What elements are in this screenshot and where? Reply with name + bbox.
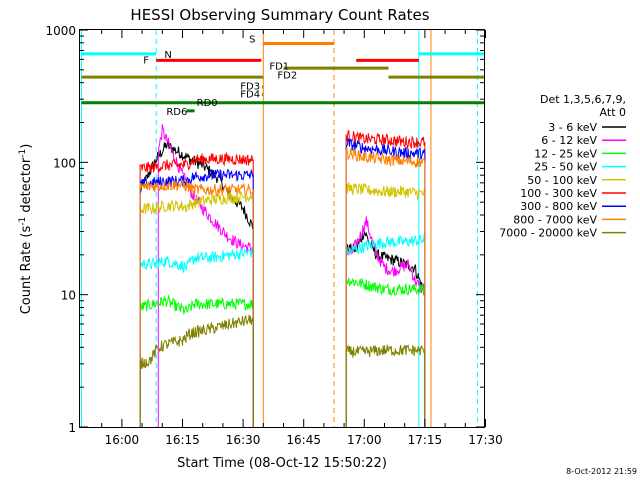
x-tick-label: 17:15: [408, 433, 443, 447]
legend-label: 6 - 12 keV: [541, 134, 597, 147]
series-line-7-0: [139, 177, 254, 427]
flag-label-f: F: [143, 55, 149, 66]
series-line-6-0: [139, 168, 254, 427]
series-line-3-1: [345, 234, 426, 427]
x-tick-label: 17:30: [468, 433, 503, 447]
flag-label-rd6: RD6: [166, 107, 187, 118]
legend-label: 800 - 7000 keV: [513, 213, 597, 226]
y-tick-label: 10: [61, 289, 76, 303]
legend-label: 300 - 800 keV: [520, 200, 597, 213]
series-line-7-1: [345, 146, 426, 427]
series-line-2-1: [345, 277, 426, 427]
x-tick-label: 16:00: [105, 433, 140, 447]
flag-label-fd2: FD2: [277, 71, 297, 82]
legend-label: 12 - 25 keV: [534, 147, 597, 160]
legend-label: 50 - 100 keV: [527, 174, 597, 187]
series-line-5-1: [345, 129, 426, 427]
x-axis-label: Start Time (08-Oct-12 15:50:22): [177, 456, 387, 471]
y-tick-label: 1: [68, 421, 76, 435]
flag-label-fd3: FD3: [240, 82, 260, 93]
flag-label-rd0: RD0: [197, 98, 218, 109]
legend-title-line1: Det 1,3,5,6,7,9,: [540, 93, 626, 106]
plot-frame: [79, 29, 485, 428]
legend-label: 25 - 50 keV: [534, 161, 597, 174]
y-axis-label-mid: detector: [19, 157, 34, 217]
series-line-6-1: [345, 137, 426, 427]
series-line-8-0: [139, 314, 254, 427]
legend-label: 3 - 6 keV: [548, 121, 597, 134]
series-line-4-1: [345, 182, 426, 427]
x-tick-label: 16:45: [286, 433, 321, 447]
y-axis-label-main: Count Rate (s: [19, 226, 34, 315]
footer-timestamp: 8-Oct-2012 21:59: [566, 467, 637, 476]
y-tick-label: 1000: [45, 24, 76, 38]
series-line-4-0: [139, 190, 254, 427]
chart-title: HESSI Observing Summary Count Rates: [130, 6, 429, 24]
y-axis-label-sup1: -1: [18, 217, 28, 226]
flag-label-fd4: FD4: [240, 90, 260, 101]
y-axis-label: Count Rate (s-1 detector-1): [18, 144, 34, 315]
flag-label-fd1: FD1: [269, 61, 289, 72]
x-tick-label: 16:30: [226, 433, 261, 447]
series-line-0-1: [345, 231, 426, 427]
y-axis-label-end: ): [19, 144, 34, 149]
legend-label: 7000 - 20000 keV: [499, 227, 597, 240]
y-axis-label-sup2: -1: [18, 149, 28, 158]
series-line-8-1: [345, 343, 426, 427]
flag-label-s: S: [249, 35, 255, 46]
series-line-3-0: [139, 247, 254, 427]
y-tick-label: 100: [53, 156, 76, 170]
series-line-1-1: [345, 216, 426, 427]
legend-title-line2: Att 0: [600, 106, 626, 119]
series-line-5-0: [139, 151, 254, 427]
series-line-1-0: [157, 124, 254, 427]
x-tick-label: 16:15: [165, 433, 200, 447]
series-line-2-0: [139, 294, 254, 427]
x-tick-label: 17:00: [347, 433, 382, 447]
legend-label: 100 - 300 keV: [520, 187, 597, 200]
flag-label-n: N: [164, 50, 171, 61]
